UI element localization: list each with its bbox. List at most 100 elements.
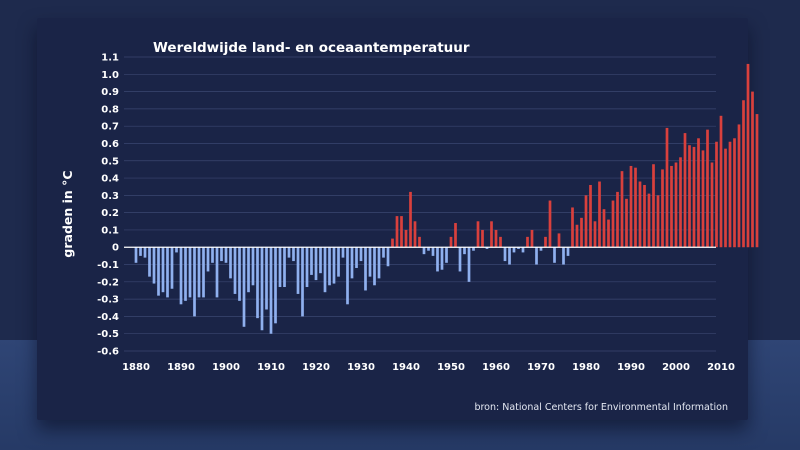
bar-1921: [319, 247, 322, 274]
x-tick-label: 1890: [167, 362, 195, 373]
x-tick-label: 1920: [302, 362, 330, 373]
bar-1956: [476, 221, 480, 248]
bar-2000: [674, 162, 678, 248]
bar-1906: [251, 247, 255, 286]
bar-1892: [188, 247, 192, 298]
grid-lines: [124, 56, 716, 352]
x-tick-label: 1950: [437, 362, 465, 373]
bar-2010: [719, 115, 723, 248]
bar-1999: [670, 165, 673, 248]
bar-1917: [301, 247, 304, 317]
bar-1983: [598, 181, 601, 248]
bar-1918: [305, 247, 309, 288]
bar-2003: [688, 145, 691, 248]
bar-1992: [638, 181, 642, 248]
chart-title: Wereldwijde land- en oceaantemperatuur: [153, 40, 470, 56]
y-tick-labels: 1.1 1.0 0.9 0.8 0.7 0.6 0.5 0.4 0.3 0.2 0.1 0 -0.1 -0…: [97, 53, 119, 358]
bar-1904: [242, 247, 246, 327]
bar-1909: [265, 247, 268, 310]
x-tick-label: 1940: [392, 362, 420, 373]
bar-2008: [710, 162, 714, 248]
bar-1946: [431, 247, 435, 256]
bar-1880: [134, 247, 138, 263]
bar-2001: [679, 157, 682, 248]
bar-1980: [584, 195, 588, 248]
bar-1944: [422, 247, 426, 255]
bar-1965: [517, 247, 520, 249]
bar-1938: [395, 216, 399, 248]
bar-1986: [611, 200, 615, 248]
bar-1998: [665, 127, 669, 248]
bar-1988: [620, 171, 624, 248]
bar-1966: [521, 247, 525, 253]
bar-1888: [170, 247, 174, 289]
bar-1886: [161, 247, 165, 293]
x-tick-label: 1910: [257, 362, 285, 373]
bar-1960: [494, 229, 498, 248]
bar-1953: [463, 247, 466, 255]
bar-1936: [386, 247, 390, 267]
bar-1943: [418, 236, 421, 248]
bar-1972: [548, 200, 552, 248]
y-tick-label: -0.3: [97, 295, 119, 306]
x-tick-label: 1990: [617, 362, 645, 373]
bar-1885: [157, 247, 160, 296]
bar-1993: [643, 184, 646, 248]
bar-1894: [197, 247, 201, 298]
bar-1955: [472, 247, 475, 251]
y-tick-label: -0.6: [97, 347, 119, 358]
bar-1927: [346, 247, 349, 305]
bar-1919: [310, 247, 313, 275]
bar-1907: [256, 247, 259, 319]
x-tick-label: 1960: [482, 362, 510, 373]
bar-1957: [481, 229, 484, 248]
bar-2007: [706, 129, 709, 248]
bar-1922: [323, 247, 327, 293]
y-tick-label: 0.6: [101, 139, 119, 150]
bar-1945: [427, 247, 430, 251]
bar-1985: [607, 219, 610, 248]
bar-2016: [746, 63, 750, 248]
bar-2004: [692, 146, 696, 248]
bar-1950: [449, 236, 453, 248]
bar-1882: [143, 247, 147, 258]
bar-1931: [364, 247, 367, 291]
y-tick-label: -0.4: [97, 312, 119, 323]
bar-1989: [625, 198, 628, 248]
y-tick-label: -0.2: [97, 277, 119, 288]
bar-2018: [755, 114, 759, 248]
bar-1924: [332, 247, 336, 284]
bar-1970: [539, 247, 543, 251]
bar-1997: [661, 169, 664, 248]
bar-1963: [508, 247, 511, 265]
bar-series: [134, 63, 759, 334]
bar-2006: [701, 150, 705, 248]
bar-1974: [557, 233, 561, 248]
bar-1969: [535, 247, 538, 265]
bar-1934: [377, 247, 381, 279]
bar-1991: [634, 167, 637, 248]
bar-1984: [602, 209, 606, 248]
y-tick-label: 0: [112, 243, 119, 254]
bar-1967: [526, 236, 529, 248]
x-tick-label: 1900: [212, 362, 240, 373]
bar-1881: [139, 247, 142, 256]
bar-1979: [580, 217, 583, 248]
bar-1884: [152, 247, 156, 284]
bar-1915: [292, 247, 295, 262]
bar-1937: [391, 238, 394, 248]
x-tick-labels: 1880 1890 1900 1910 1920 1930 1940 1950 1960 1970…: [122, 362, 735, 373]
x-tick-label: 2010: [707, 362, 735, 373]
bar-1976: [566, 247, 570, 256]
bar-1889: [175, 247, 178, 253]
source-credit: bron: National Centers for Environmental…: [474, 402, 728, 413]
bar-1996: [656, 195, 660, 248]
bar-2014: [737, 124, 741, 248]
y-tick-label: -0.1: [97, 260, 119, 271]
bar-1920: [314, 247, 318, 281]
bar-1982: [593, 221, 597, 248]
bar-1961: [499, 236, 502, 248]
bar-2005: [697, 138, 700, 248]
bar-1971: [544, 236, 547, 248]
y-tick-label: -0.5: [97, 329, 119, 340]
